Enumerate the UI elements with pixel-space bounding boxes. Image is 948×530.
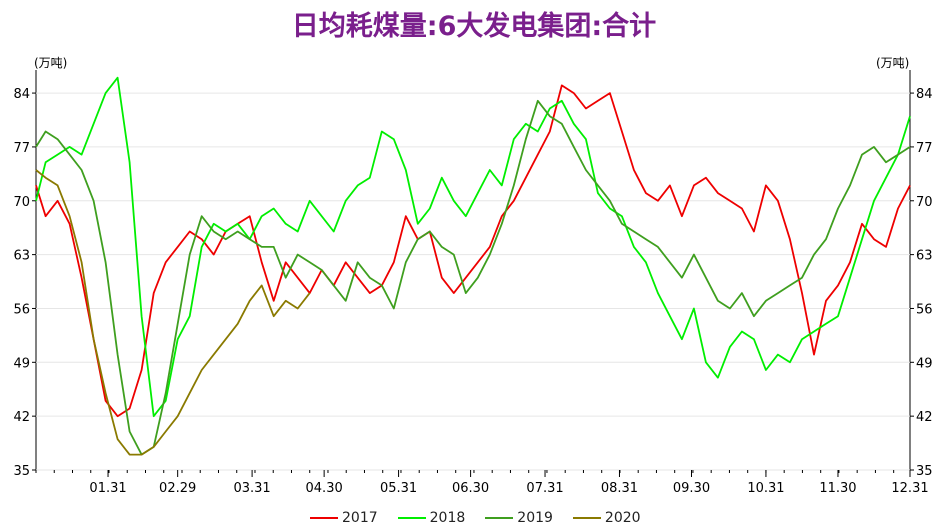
y-tick-label-right: 35 xyxy=(916,464,933,479)
y-tick-label-right: 49 xyxy=(916,356,933,371)
chart-title: 日均耗煤量:6大发电集团:合计 xyxy=(291,11,657,42)
y-axis-unit-right: (万吨) xyxy=(876,56,910,70)
series-line-2020 xyxy=(35,169,311,456)
legend-swatch xyxy=(310,517,338,519)
x-tick-label: 02.29 xyxy=(159,481,196,496)
x-tick-label: 09.30 xyxy=(673,481,710,496)
x-tick-label: 03.31 xyxy=(233,481,270,496)
y-tick-label-right: 70 xyxy=(916,195,933,210)
y-tick-label-right: 42 xyxy=(916,410,933,425)
y-tick-label-left: 70 xyxy=(13,195,30,210)
y-tick-label-left: 49 xyxy=(13,356,30,371)
legend-swatch xyxy=(485,517,514,519)
y-tick-label-left: 56 xyxy=(13,302,30,317)
legend-item-2020: 2020 xyxy=(572,510,641,526)
series-line-2017 xyxy=(35,84,911,418)
x-tick-label: 07.31 xyxy=(526,481,563,496)
y-tick-label-left: 63 xyxy=(13,249,30,264)
x-tick-label: 11.30 xyxy=(819,481,856,496)
y-tick-label-right: 63 xyxy=(916,249,933,264)
x-tick-label: 05.31 xyxy=(380,481,417,496)
legend-label: 2019 xyxy=(517,510,553,526)
y-tick-label-left: 84 xyxy=(13,87,30,102)
y-tick-label-left: 42 xyxy=(13,410,30,425)
x-tick-label: 06.30 xyxy=(452,481,489,496)
x-tick-label: 08.31 xyxy=(601,481,638,496)
legend-item-2018: 2018 xyxy=(397,510,466,526)
y-tick-label-right: 84 xyxy=(916,87,933,102)
legend-item-2017: 2017 xyxy=(310,510,378,526)
legend: 2017 2018 2019 2020 xyxy=(310,510,661,526)
legend-label: 2018 xyxy=(429,510,466,526)
x-tick-label: 10.31 xyxy=(747,481,784,496)
x-tick-label: 01.31 xyxy=(89,481,126,496)
series-line-2019 xyxy=(35,99,911,456)
y-tick-label-left: 35 xyxy=(13,464,30,479)
legend-swatch xyxy=(572,517,601,519)
legend-label: 2017 xyxy=(342,510,378,526)
x-tick-label: 12.31 xyxy=(891,481,928,496)
y-tick-label-left: 77 xyxy=(13,141,30,156)
y-axis-unit-left: (万吨) xyxy=(34,56,68,70)
legend-label: 2020 xyxy=(604,510,641,526)
series-line-2018 xyxy=(35,76,911,418)
y-tick-label-right: 77 xyxy=(916,141,933,156)
y-tick-label-right: 56 xyxy=(916,302,933,317)
legend-item-2019: 2019 xyxy=(485,510,553,526)
x-tick-label: 04.30 xyxy=(306,481,343,496)
legend-swatch xyxy=(397,517,426,519)
